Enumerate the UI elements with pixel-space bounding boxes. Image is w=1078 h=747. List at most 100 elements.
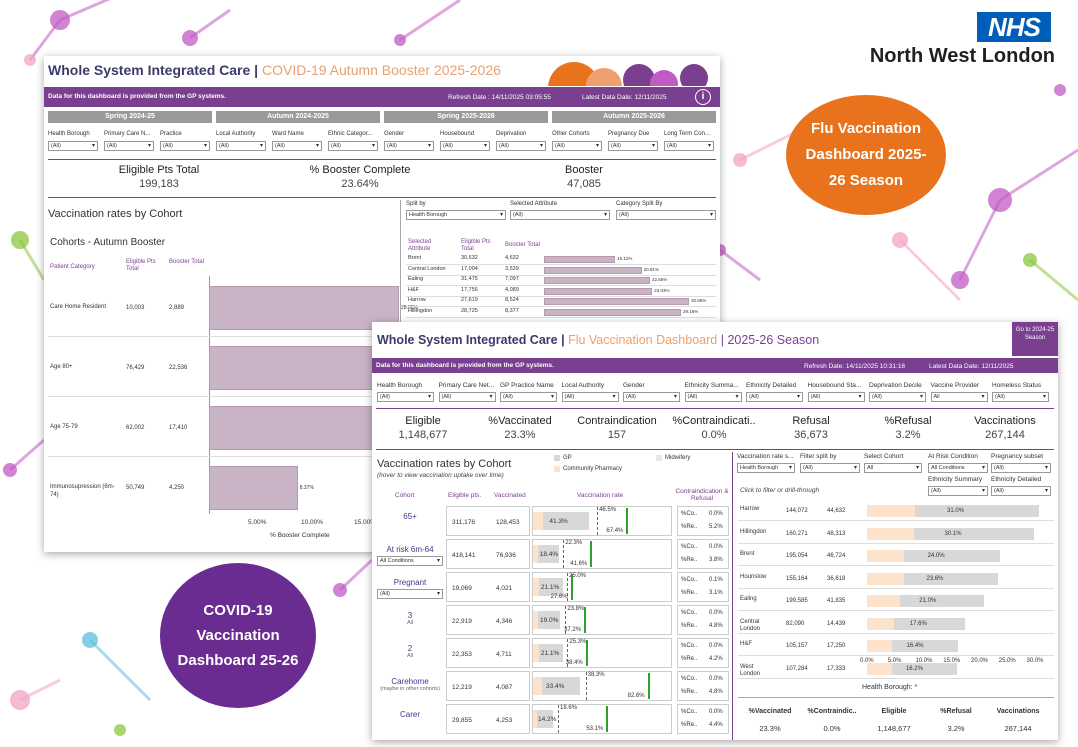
prev-season-label: 25.3%	[569, 639, 587, 645]
cohort-label[interactable]: 3 All	[376, 611, 444, 626]
category-dropdown[interactable]: (All)	[616, 210, 716, 220]
cohort-label[interactable]: At risk 6m-64	[376, 545, 444, 554]
cohort-subset-dropdown[interactable]: (All)	[377, 589, 443, 599]
rate-pharmacy-fill	[533, 578, 539, 596]
filter-dropdown[interactable]: All	[930, 392, 988, 402]
filter-dropdown[interactable]: (All)	[869, 392, 926, 402]
split-row-name: H&F	[408, 286, 419, 293]
borough-bar[interactable]	[899, 595, 984, 607]
borough-pharmacy-bar	[867, 662, 893, 675]
borough-bar[interactable]	[892, 640, 959, 652]
covid-banner-text: Data for this dashboard is provided from…	[48, 93, 226, 100]
rate-gp-fill[interactable]	[538, 644, 563, 662]
borough-bar[interactable]	[894, 617, 965, 630]
cohort-booster: 17,410	[169, 425, 188, 431]
cohort-label[interactable]: Pregnant	[376, 578, 444, 587]
filter-dropdown[interactable]: (All)	[384, 141, 434, 151]
flu-dashboard-callout: Flu Vaccination Dashboard 2025-26 Season	[786, 95, 946, 215]
borough-bar[interactable]	[904, 550, 1001, 562]
target-label: 67.4%	[606, 528, 624, 534]
rate-gp-fill[interactable]	[538, 611, 560, 629]
cohort-bar[interactable]	[209, 346, 399, 390]
flu-title-sub: Flu Vaccination Dashboard	[568, 333, 718, 347]
cohort-subtitle: All	[406, 653, 414, 659]
filter-dropdown[interactable]: (All)	[623, 392, 680, 402]
filter-dropdown[interactable]: (All)	[928, 486, 988, 496]
borough-bar[interactable]	[915, 505, 1040, 517]
filter-dropdown[interactable]: (All)	[991, 463, 1051, 473]
filter-dropdown[interactable]: (All)	[991, 486, 1051, 496]
filter-dropdown[interactable]: (All)	[438, 392, 496, 402]
borough-bar[interactable]	[903, 572, 998, 585]
filter-dropdown[interactable]: (All)	[992, 392, 1049, 402]
row-box	[446, 605, 530, 635]
rate-gp-fill[interactable]	[538, 578, 563, 596]
row-divider	[406, 306, 716, 307]
filter-dropdown[interactable]: (All)	[104, 141, 154, 151]
rate-gp-fill[interactable]	[538, 545, 559, 563]
cr-label: %Co..	[681, 577, 698, 583]
cohort-label[interactable]: Carehome (maybe in other cohorts)	[376, 677, 444, 692]
filter-dropdown[interactable]: (All)	[800, 463, 860, 473]
split-bar[interactable]	[544, 256, 616, 263]
axis-tick: 30.0%	[1026, 658, 1044, 664]
filter-dropdown[interactable]: Health Borough	[737, 463, 795, 473]
filter-dropdown[interactable]: All	[864, 463, 922, 473]
rate-gp-fill[interactable]	[542, 677, 580, 695]
cohort-name: Pregnant	[393, 578, 427, 587]
filter-dropdown[interactable]: (All)	[496, 141, 546, 151]
filter-dropdown[interactable]: (All)	[160, 141, 210, 151]
split-by-dropdown[interactable]: Health Borough	[406, 210, 506, 220]
filter-dropdown[interactable]: (All)	[746, 392, 803, 402]
rate-gp-fill[interactable]	[536, 710, 553, 728]
split-bar[interactable]	[544, 266, 642, 274]
cr-label: %Re..	[681, 656, 698, 662]
filter-dropdown[interactable]: (All)	[328, 141, 378, 151]
cohort-label[interactable]: 2 All	[376, 644, 444, 659]
cohort-bar[interactable]	[209, 406, 399, 450]
borough-bar[interactable]	[892, 662, 957, 675]
goto-previous-season-button[interactable]: Go to 2024-25 Season	[1012, 322, 1058, 356]
split-bar[interactable]	[544, 308, 682, 316]
info-icon[interactable]: i	[695, 89, 711, 105]
cohort-label[interactable]: 65+	[376, 512, 444, 521]
rate-gp-fill[interactable]	[543, 512, 590, 530]
split-bar[interactable]	[544, 298, 690, 305]
covid-axis-label: % Booster Complete	[270, 532, 330, 539]
split-bar[interactable]	[544, 287, 653, 295]
filter-dropdown[interactable]: (All)	[552, 141, 602, 151]
axis-tick: 5.0%	[887, 658, 902, 664]
filter-dropdown[interactable]: (All)	[272, 141, 322, 151]
cohort-subset-dropdown[interactable]: All Conditions	[377, 556, 443, 566]
cohort-bar[interactable]	[209, 466, 298, 510]
filter-dropdown[interactable]: (All)	[377, 392, 434, 402]
filter-dropdown[interactable]: (All)	[561, 392, 619, 402]
attribute-dropdown[interactable]: (All)	[510, 210, 610, 220]
cohort-label[interactable]: Carer	[376, 710, 444, 719]
borough-bar[interactable]	[913, 527, 1035, 540]
cohort-name: Age 80+	[50, 364, 73, 370]
filter-dropdown[interactable]: (All)	[48, 141, 98, 151]
filter-dropdown[interactable]: (All)	[807, 392, 865, 402]
filter-label: Selected Attribute	[510, 201, 558, 207]
filter-dropdown[interactable]: All Conditions	[928, 463, 988, 473]
cohort-eligible: 22,919	[452, 618, 472, 625]
cohort-name: Carer	[399, 710, 420, 719]
filter-dropdown[interactable]: (All)	[216, 141, 266, 151]
filter-dropdown[interactable]: (All)	[684, 392, 742, 402]
filter-dropdown[interactable]: (All)	[440, 141, 490, 151]
col-header: Eligible pts.	[448, 492, 482, 499]
filter-dropdown[interactable]: (All)	[500, 392, 557, 402]
cr-box	[677, 638, 729, 668]
divider	[48, 197, 716, 198]
filter-dropdown[interactable]: (All)	[608, 141, 658, 151]
cohort-eligible: 22,353	[452, 651, 472, 658]
split-row-booster: 4,632	[505, 255, 519, 261]
filter-label: Local Authority	[561, 382, 605, 389]
cohort-bar[interactable]	[209, 286, 399, 330]
filter-label: Primary Care N...	[104, 131, 151, 137]
row-divider	[738, 655, 1054, 656]
filter-dropdown[interactable]: (All)	[664, 141, 714, 151]
drill-hint: Click to filter or drill-through	[740, 487, 820, 494]
split-bar[interactable]	[544, 277, 650, 284]
